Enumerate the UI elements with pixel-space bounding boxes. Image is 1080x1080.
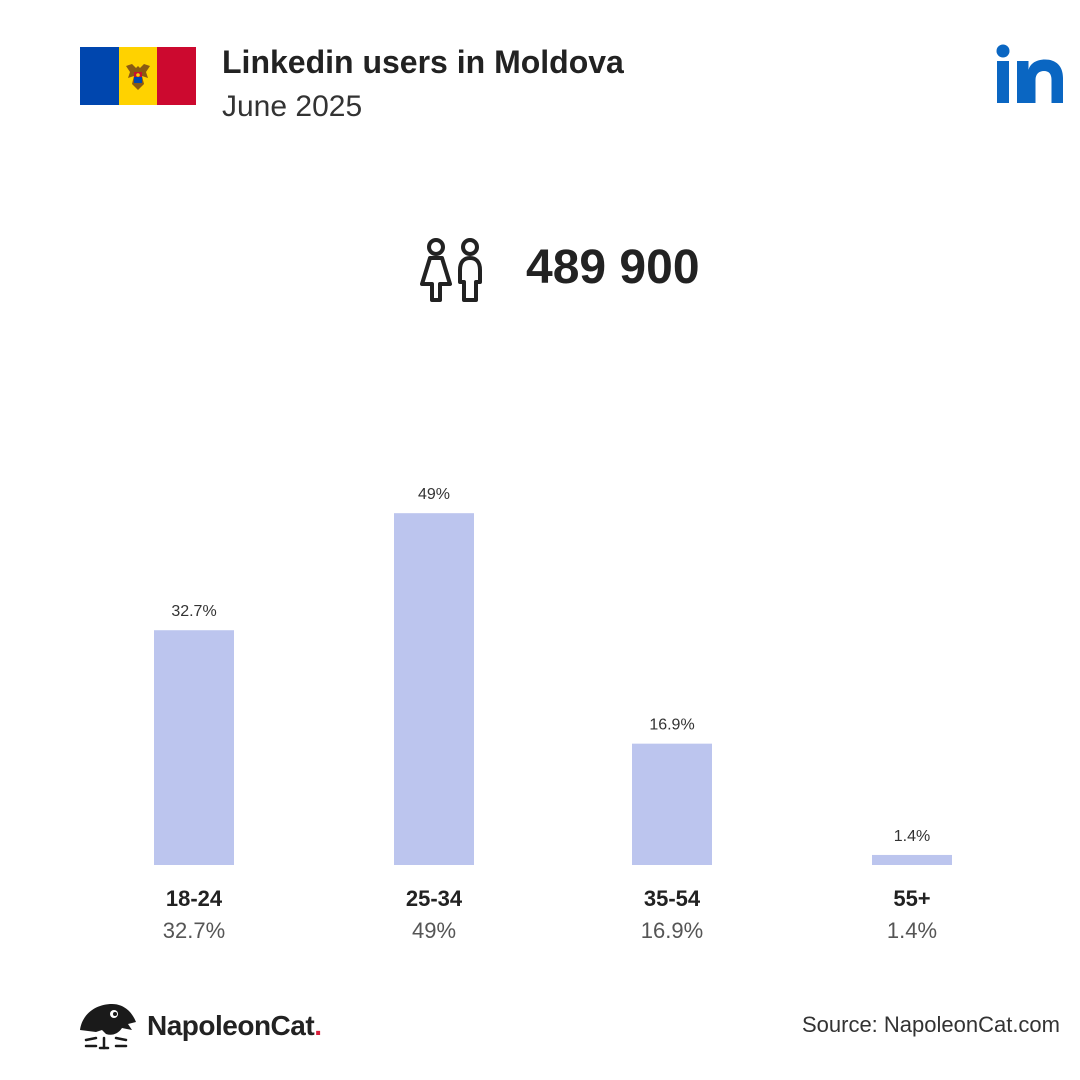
category-percent-label: 1.4% <box>887 918 937 943</box>
flag-stripe-red <box>157 47 197 105</box>
age-distribution-chart: 32.7% 18-24 32.7% 49% 25-34 49% 16.9% 35-54 16.9… <box>154 486 952 943</box>
category-label: 25-34 <box>406 886 463 911</box>
page-subtitle: June 2025 <box>222 90 363 123</box>
bar-25-34 <box>394 513 474 865</box>
category-label: 35-54 <box>644 886 701 911</box>
brand-name: NapoleonCat <box>147 1010 315 1041</box>
bar-value-label: 32.7% <box>171 603 216 620</box>
flag-stripe-blue <box>80 47 119 105</box>
category-label: 55+ <box>893 886 930 911</box>
page-title: Linkedin users in Moldova <box>222 44 624 80</box>
category-percent-label: 49% <box>412 918 456 943</box>
category-percent-label: 32.7% <box>163 918 225 943</box>
category-label: 18-24 <box>166 886 223 911</box>
linkedin-logo-icon <box>996 44 1063 103</box>
total-users-value: 489 900 <box>526 241 700 294</box>
bar-value-label: 16.9% <box>649 717 694 734</box>
bar-55+ <box>872 854 952 865</box>
bar-35-54 <box>632 743 712 865</box>
bar-value-label: 1.4% <box>894 828 930 845</box>
source-text: Source: NapoleonCat.com <box>801 1012 1060 1037</box>
bar-value-label: 49% <box>418 486 450 503</box>
napoleoncat-logo-icon <box>80 1004 136 1050</box>
napoleoncat-brand: NapoleonCat. <box>147 1010 322 1042</box>
users-icon <box>420 238 482 302</box>
brand-dot: . <box>314 1010 322 1041</box>
category-percent-label: 16.9% <box>641 918 703 943</box>
bar-18-24 <box>154 630 234 865</box>
moldova-flag-icon <box>80 47 197 105</box>
coat-of-arms-icon <box>126 64 150 90</box>
